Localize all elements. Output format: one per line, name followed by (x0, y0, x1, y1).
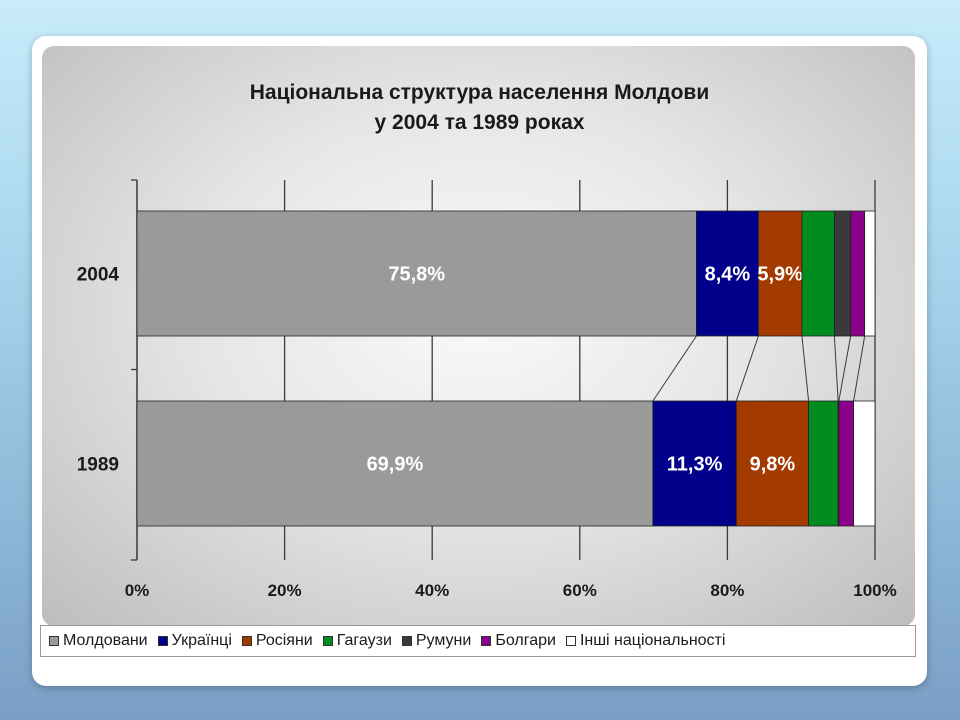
legend-swatch (322, 636, 333, 646)
x-tick-label: 80% (710, 581, 744, 600)
data-label: 69,9% (367, 454, 424, 476)
data-label: 75,8% (388, 264, 445, 286)
data-label: 5,9% (757, 264, 803, 286)
legend-label: Інші національності (579, 632, 726, 649)
legend-swatch (401, 636, 412, 646)
series-connector-line (652, 335, 697, 402)
series-connector-line (801, 335, 810, 402)
chart-title-line-2: у 2004 та 1989 роках (374, 111, 585, 134)
bar-segment (834, 210, 852, 337)
bar-segment (838, 400, 854, 527)
bar-segment (136, 210, 697, 337)
x-tick-label: 40% (415, 581, 449, 600)
series-connector-line (735, 335, 759, 402)
x-tick-label: 20% (268, 581, 302, 600)
bar-segment (652, 400, 737, 527)
series-connector-line (833, 335, 839, 402)
legend-swatch (241, 636, 252, 646)
bar-segment (801, 210, 835, 337)
legend-item: Інші національності (565, 632, 726, 650)
x-tick-label: 0% (125, 581, 150, 600)
legend-item: Українці (157, 632, 232, 650)
data-label: 9,8% (750, 454, 796, 476)
y-category-label: 2004 (77, 265, 120, 286)
legend-swatch (49, 636, 59, 646)
stacked-bar-chart: 0% 20% 40% 60% 80% 100% 75,8% 8,4% 5,9% 2004 69,9%… (77, 179, 897, 600)
bar-segment (853, 400, 876, 527)
chart-title: Національна структура населення Молдови … (32, 78, 927, 138)
legend-label: Болгари (495, 632, 556, 649)
legend-label: Молдовани (63, 632, 148, 649)
legend-swatch (157, 636, 168, 646)
legend-label: Румуни (415, 632, 472, 649)
legend-item: Молдовани (49, 632, 148, 650)
legend-label: Українці (171, 632, 232, 649)
bar-segment (696, 210, 759, 337)
bar-segment (735, 400, 809, 527)
bar-segment (136, 400, 654, 527)
chart-title-line-1: Національна структура населення Молдови (249, 81, 710, 104)
slide-card: Національна структура населення Молдови … (32, 36, 927, 686)
legend-item: Румуни (401, 632, 472, 650)
data-label: 8,4% (705, 264, 751, 286)
x-tick-label: 60% (563, 581, 597, 600)
x-tick-label: 100% (853, 581, 896, 600)
legend-item: Росіяни (241, 632, 313, 650)
bar-segment (850, 210, 866, 337)
legend-label: Гагаузи (336, 632, 392, 649)
series-connector-line (838, 335, 852, 402)
bar-segment (864, 210, 876, 337)
legend-swatch (481, 636, 492, 646)
legend-item: Болгари (481, 632, 556, 650)
bar-segment (757, 210, 803, 337)
y-category-label: 1989 (77, 455, 119, 476)
legend-label: Росіяни (255, 632, 313, 649)
legend-item: Гагаузи (322, 632, 392, 650)
bar-segment (808, 400, 839, 527)
data-label: 11,3% (667, 454, 723, 476)
legend-swatch (565, 636, 576, 646)
series-connector-line (853, 335, 866, 402)
chart-legend: Молдовани Українці Росіяни Гагаузи Румуни Бол… (40, 625, 916, 657)
